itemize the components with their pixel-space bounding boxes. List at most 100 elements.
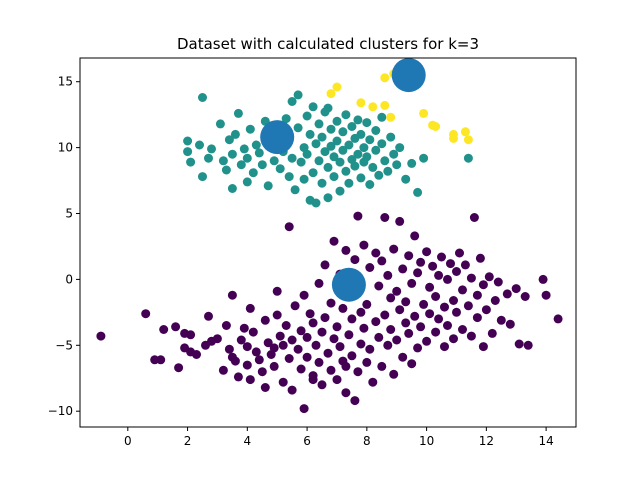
data-point bbox=[469, 213, 479, 222]
data-point bbox=[314, 119, 324, 129]
data-point bbox=[353, 211, 363, 221]
data-point bbox=[320, 147, 330, 157]
data-point bbox=[425, 309, 435, 319]
data-point bbox=[332, 322, 342, 332]
plot-frame bbox=[79, 57, 577, 428]
data-point bbox=[248, 327, 258, 337]
y-tick-label: −5 bbox=[55, 338, 73, 352]
data-point bbox=[419, 299, 429, 309]
data-point bbox=[392, 160, 402, 170]
data-point bbox=[287, 97, 297, 106]
data-point bbox=[302, 111, 312, 121]
data-point bbox=[407, 359, 417, 369]
data-point bbox=[332, 136, 342, 146]
data-point bbox=[323, 162, 333, 172]
data-point bbox=[323, 193, 333, 203]
x-tick-label: 4 bbox=[244, 434, 252, 448]
data-point bbox=[371, 317, 381, 327]
data-point bbox=[475, 253, 485, 263]
data-point bbox=[341, 110, 351, 120]
data-point bbox=[371, 126, 381, 135]
data-point bbox=[368, 162, 378, 172]
data-point bbox=[350, 161, 360, 171]
data-point bbox=[332, 375, 342, 385]
data-point bbox=[419, 153, 429, 163]
data-point bbox=[472, 290, 482, 300]
data-point bbox=[392, 286, 402, 296]
data-point bbox=[230, 129, 240, 139]
data-point bbox=[272, 310, 282, 320]
x-tick-label: 0 bbox=[124, 434, 132, 448]
data-point bbox=[449, 334, 458, 344]
data-point bbox=[452, 307, 461, 317]
data-point bbox=[362, 299, 372, 309]
data-point bbox=[359, 323, 369, 333]
data-point bbox=[248, 168, 258, 178]
data-point bbox=[302, 332, 312, 342]
data-point bbox=[395, 216, 405, 226]
data-point bbox=[257, 367, 267, 377]
data-point bbox=[287, 335, 297, 345]
x-tick-label: 14 bbox=[538, 434, 553, 448]
axis-ticks: 0 2 4 6 8 10 12 14 −10 −5 0 5 10 15 bbox=[48, 75, 554, 448]
data-point bbox=[407, 278, 417, 288]
data-point bbox=[496, 315, 506, 325]
data-point bbox=[299, 290, 309, 300]
data-point bbox=[302, 149, 312, 159]
data-point bbox=[425, 282, 435, 292]
x-tick-label: 10 bbox=[419, 434, 434, 448]
data-point bbox=[449, 133, 458, 143]
data-point bbox=[463, 153, 473, 163]
data-point bbox=[341, 166, 351, 176]
data-point bbox=[335, 157, 345, 167]
data-point bbox=[332, 82, 342, 92]
data-point bbox=[350, 396, 360, 406]
data-point bbox=[293, 90, 303, 100]
data-point bbox=[434, 314, 444, 324]
data-point bbox=[401, 297, 411, 307]
data-point bbox=[317, 380, 327, 390]
data-point bbox=[365, 180, 375, 189]
data-point bbox=[278, 340, 288, 350]
data-point bbox=[314, 156, 324, 166]
data-point bbox=[284, 172, 294, 182]
data-point bbox=[386, 132, 396, 142]
data-point bbox=[224, 344, 234, 354]
data-point bbox=[338, 145, 348, 155]
x-tick-label: 12 bbox=[479, 434, 494, 448]
data-point bbox=[410, 311, 420, 321]
data-point bbox=[389, 369, 399, 379]
data-point bbox=[338, 127, 348, 137]
data-point bbox=[466, 273, 476, 283]
data-point bbox=[305, 195, 315, 205]
data-point bbox=[212, 334, 222, 344]
data-point bbox=[478, 280, 488, 290]
data-point bbox=[493, 277, 503, 287]
data-point bbox=[431, 327, 441, 337]
data-point bbox=[386, 293, 396, 303]
data-point bbox=[308, 318, 318, 328]
data-point bbox=[356, 173, 366, 183]
data-point bbox=[326, 298, 336, 308]
data-point bbox=[404, 328, 414, 338]
data-point bbox=[344, 178, 354, 188]
data-point bbox=[335, 186, 345, 196]
data-point bbox=[505, 319, 515, 329]
data-point bbox=[290, 301, 300, 311]
data-point bbox=[368, 377, 378, 387]
data-point bbox=[254, 355, 264, 365]
plot-marks bbox=[96, 58, 563, 414]
data-point bbox=[296, 157, 306, 167]
data-point bbox=[192, 350, 201, 359]
data-point bbox=[251, 347, 261, 357]
data-point bbox=[398, 264, 408, 274]
data-point bbox=[377, 256, 387, 266]
data-point bbox=[269, 156, 279, 166]
data-point bbox=[323, 103, 333, 113]
data-point bbox=[472, 313, 482, 323]
data-point bbox=[296, 326, 306, 336]
data-point bbox=[490, 296, 500, 305]
data-point bbox=[245, 124, 255, 134]
data-point bbox=[353, 367, 363, 377]
data-point bbox=[410, 231, 420, 241]
